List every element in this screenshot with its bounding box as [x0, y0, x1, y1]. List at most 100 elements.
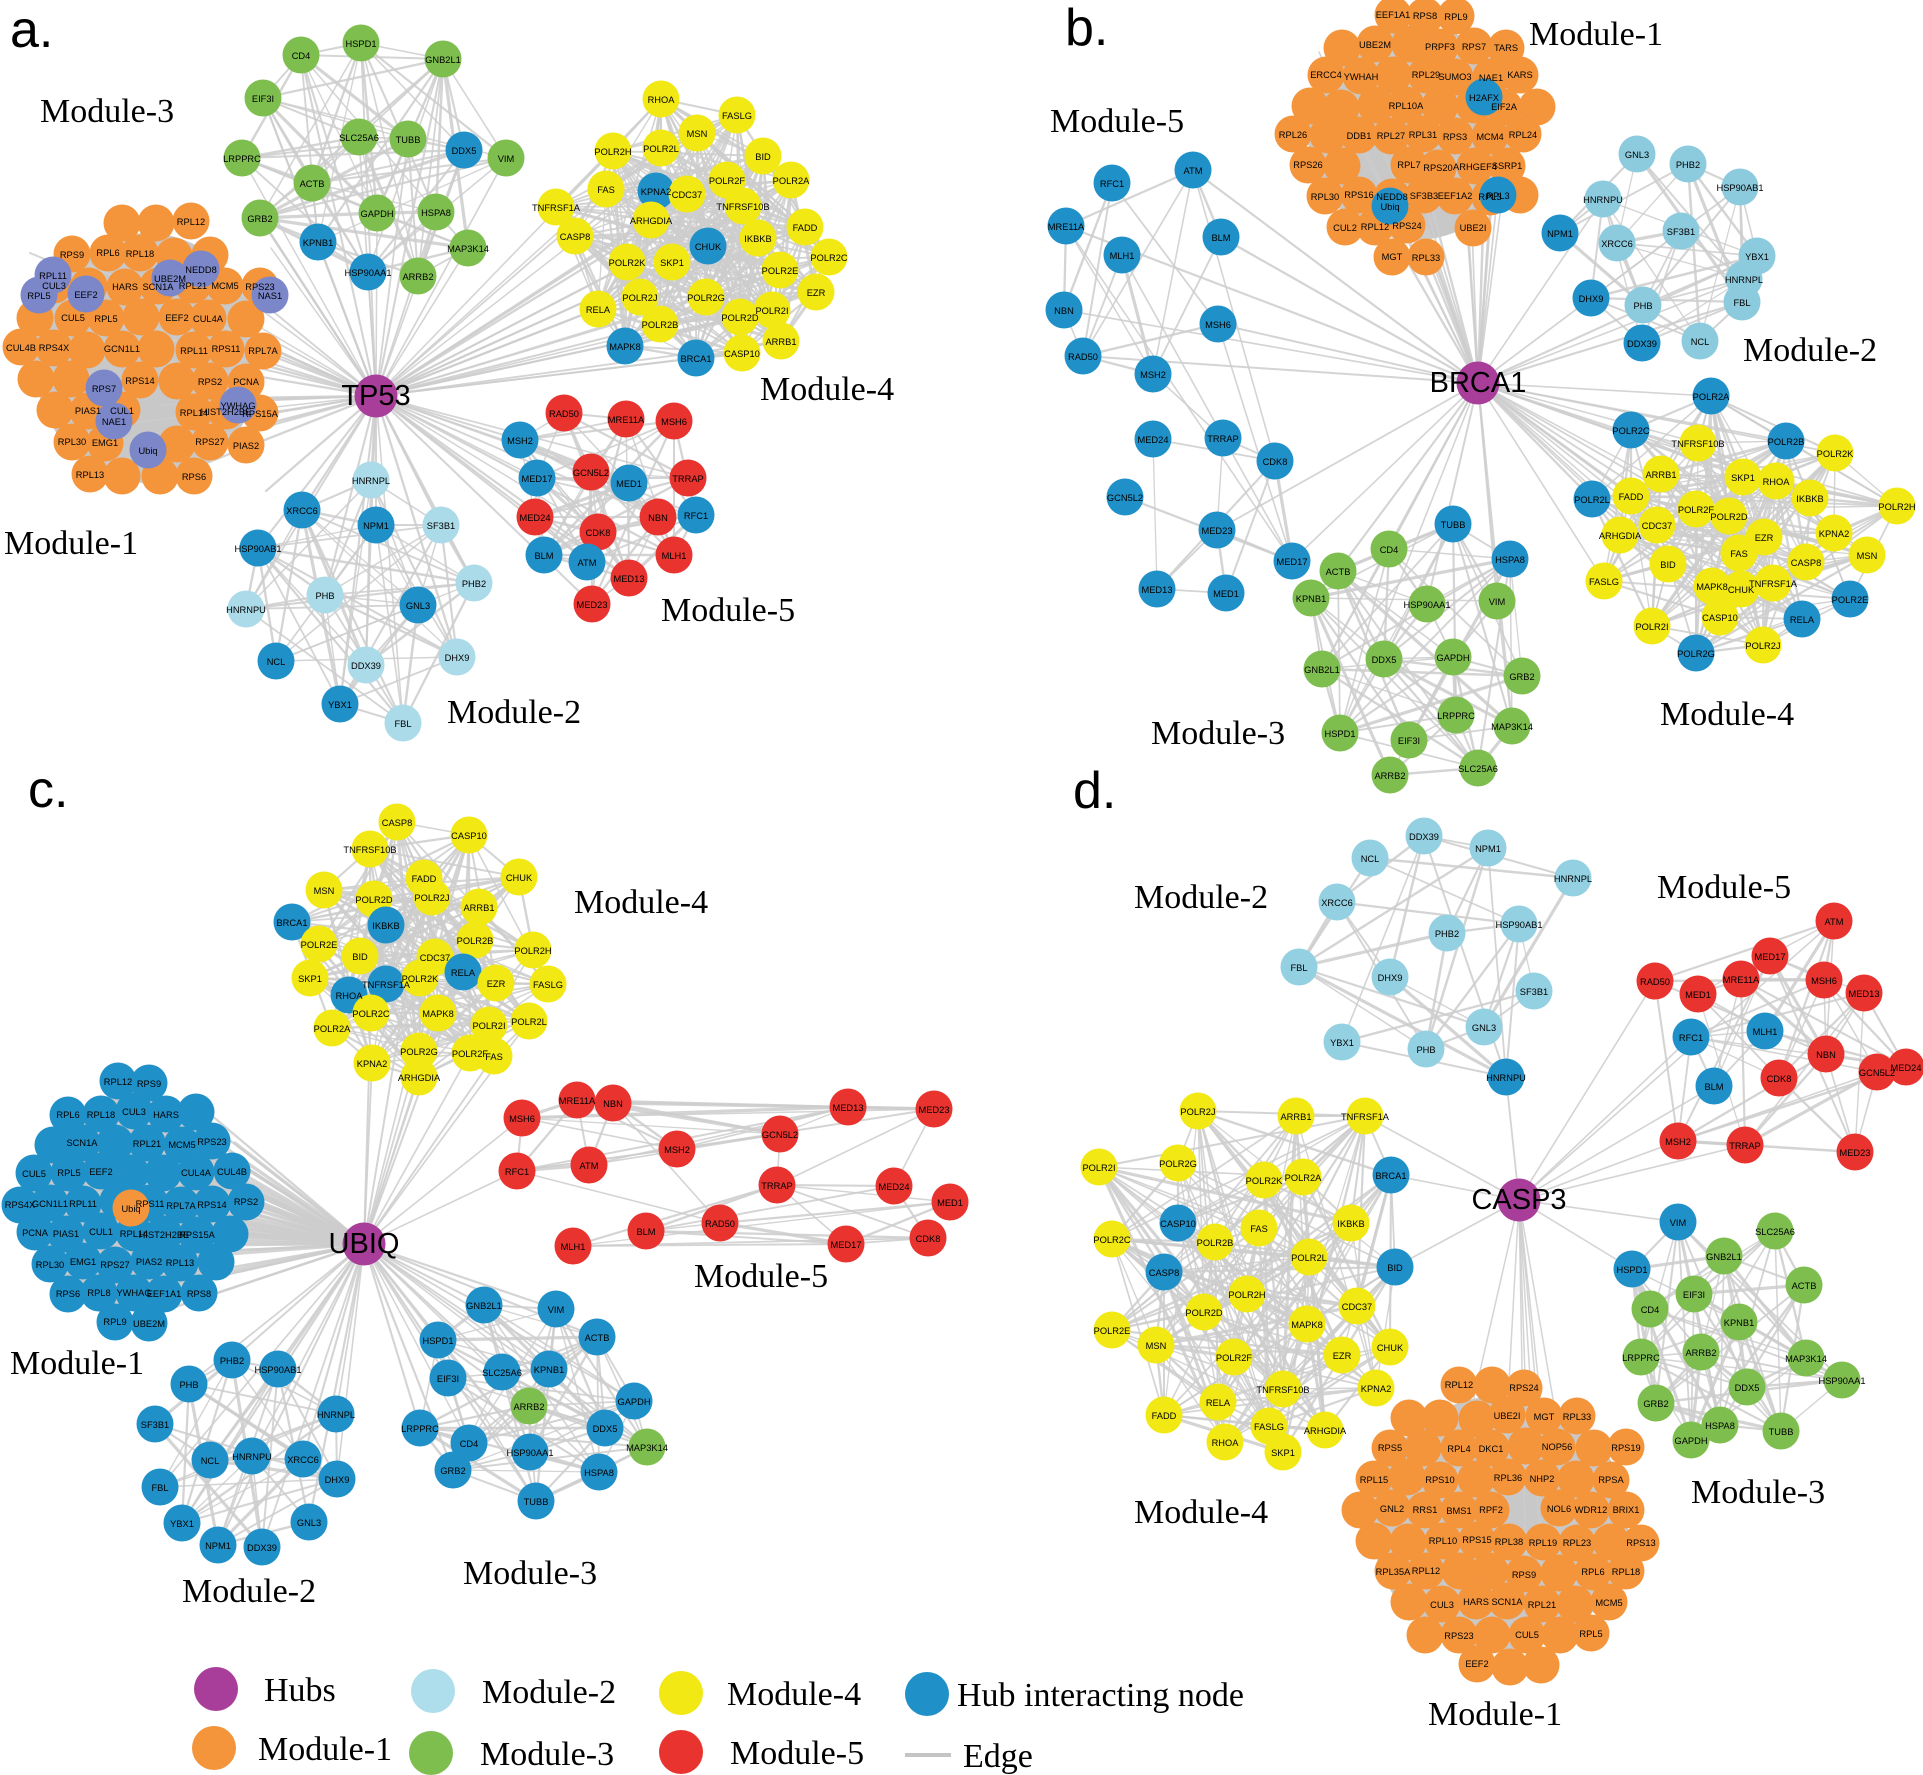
- svg-text:GNL3: GNL3: [406, 601, 430, 611]
- svg-text:GRB2: GRB2: [247, 214, 272, 224]
- svg-text:PIAS2: PIAS2: [136, 1257, 162, 1267]
- svg-text:MRE11A: MRE11A: [559, 1096, 596, 1106]
- svg-text:MLH1: MLH1: [662, 551, 687, 561]
- svg-text:CASP10: CASP10: [1160, 1219, 1196, 1229]
- svg-text:FAS: FAS: [1730, 549, 1748, 559]
- svg-text:DDX5: DDX5: [1372, 655, 1397, 665]
- svg-text:TNFRSF1A: TNFRSF1A: [362, 980, 411, 990]
- svg-text:MLH1: MLH1: [1753, 1027, 1778, 1037]
- svg-text:Module-3: Module-3: [1691, 1474, 1825, 1511]
- svg-text:PCNA: PCNA: [22, 1228, 49, 1238]
- svg-text:RPS9: RPS9: [1512, 1570, 1536, 1580]
- svg-text:FBL: FBL: [151, 1483, 168, 1493]
- svg-text:FADD: FADD: [793, 223, 818, 233]
- svg-text:NCL: NCL: [267, 657, 286, 667]
- svg-text:POLR2D: POLR2D: [1185, 1308, 1222, 1318]
- svg-text:POLR2E: POLR2E: [1832, 595, 1869, 605]
- svg-text:MAP3K14: MAP3K14: [447, 244, 489, 254]
- svg-text:RPL26: RPL26: [1279, 130, 1307, 140]
- svg-text:TNFRSF1A: TNFRSF1A: [1341, 1112, 1390, 1122]
- svg-text:CASP10: CASP10: [1702, 613, 1738, 623]
- svg-text:Module-4: Module-4: [760, 371, 894, 408]
- svg-text:SLC25A6: SLC25A6: [1458, 764, 1498, 774]
- svg-text:SKP1: SKP1: [1731, 473, 1755, 483]
- svg-text:POLR2C: POLR2C: [1093, 1235, 1130, 1245]
- svg-text:SLC25A6: SLC25A6: [1755, 1227, 1795, 1237]
- svg-text:EZR: EZR: [807, 288, 826, 298]
- svg-text:CDC37: CDC37: [672, 190, 702, 200]
- svg-text:YWHAG: YWHAG: [116, 1288, 151, 1298]
- svg-text:VIM: VIM: [1670, 1218, 1687, 1228]
- svg-text:FADD: FADD: [1619, 492, 1644, 502]
- svg-text:MCM5: MCM5: [168, 1140, 195, 1150]
- svg-text:MGT: MGT: [1534, 1412, 1555, 1422]
- svg-text:RRS1: RRS1: [1413, 1505, 1438, 1515]
- svg-text:GAPDH: GAPDH: [360, 209, 393, 219]
- svg-text:RPS2: RPS2: [198, 377, 222, 387]
- svg-text:GRB2: GRB2: [440, 1466, 465, 1476]
- svg-text:RPS4X: RPS4X: [5, 1200, 36, 1210]
- svg-text:MAPK8: MAPK8: [1291, 1320, 1323, 1330]
- svg-text:RPL13: RPL13: [76, 470, 104, 480]
- svg-text:RPL3: RPL3: [1478, 192, 1501, 202]
- svg-text:NBN: NBN: [648, 513, 668, 523]
- svg-text:RPS9: RPS9: [137, 1079, 161, 1089]
- svg-text:RPS13: RPS13: [1626, 1538, 1655, 1548]
- svg-text:CHUK: CHUK: [1377, 1343, 1404, 1353]
- svg-text:POLR2E: POLR2E: [762, 266, 799, 276]
- svg-text:SF3B1: SF3B1: [1520, 987, 1548, 997]
- svg-text:RPL12: RPL12: [104, 1077, 132, 1087]
- svg-text:NOL6: NOL6: [1547, 1504, 1571, 1514]
- svg-text:RPL21: RPL21: [179, 281, 207, 291]
- svg-text:Hubs: Hubs: [264, 1672, 336, 1709]
- svg-text:Module-3: Module-3: [463, 1555, 597, 1592]
- svg-text:POLR2L: POLR2L: [511, 1017, 547, 1027]
- svg-text:MED24: MED24: [1890, 1063, 1921, 1073]
- svg-text:POLR2F: POLR2F: [1678, 505, 1714, 515]
- svg-text:POLR2K: POLR2K: [609, 258, 646, 268]
- svg-text:POLR2I: POLR2I: [755, 306, 788, 316]
- svg-text:RPL12: RPL12: [1412, 1566, 1440, 1576]
- svg-text:ACTB: ACTB: [1326, 567, 1351, 577]
- svg-text:RPL14: RPL14: [180, 408, 208, 418]
- svg-text:MLH1: MLH1: [561, 1242, 586, 1252]
- svg-text:KPNB1: KPNB1: [1724, 1318, 1755, 1328]
- svg-text:NAE1: NAE1: [1479, 73, 1503, 83]
- svg-text:GCN1L1: GCN1L1: [32, 1199, 68, 1209]
- svg-text:YBX1: YBX1: [1330, 1038, 1354, 1048]
- svg-text:RPL18: RPL18: [87, 1110, 115, 1120]
- svg-text:HNRNPU: HNRNPU: [1486, 1073, 1526, 1083]
- svg-text:HNRNPU: HNRNPU: [1583, 195, 1623, 205]
- svg-text:Module-5: Module-5: [1657, 869, 1791, 906]
- svg-text:POLR2L: POLR2L: [1291, 1253, 1327, 1263]
- svg-text:SCN1A: SCN1A: [66, 1138, 98, 1148]
- svg-text:CASP10: CASP10: [724, 349, 760, 359]
- svg-text:RPL7A: RPL7A: [248, 346, 278, 356]
- svg-text:RPL5: RPL5: [27, 291, 50, 301]
- svg-text:GNB2L1: GNB2L1: [466, 1301, 502, 1311]
- svg-text:EIF3I: EIF3I: [1683, 1290, 1705, 1300]
- svg-text:RPL12: RPL12: [1361, 222, 1389, 232]
- svg-text:d.: d.: [1073, 762, 1116, 820]
- svg-text:Module-4: Module-4: [574, 884, 708, 921]
- svg-text:RPL18: RPL18: [126, 249, 154, 259]
- svg-text:PHB2: PHB2: [1676, 160, 1700, 170]
- svg-text:CASP3: CASP3: [1471, 1184, 1566, 1216]
- svg-text:Module-1: Module-1: [4, 525, 138, 562]
- svg-text:SKP1: SKP1: [1271, 1448, 1295, 1458]
- svg-text:POLR2K: POLR2K: [1246, 1176, 1283, 1186]
- svg-text:ATM: ATM: [1825, 917, 1844, 927]
- svg-text:POLR2B: POLR2B: [1768, 437, 1805, 447]
- svg-text:CHUK: CHUK: [1728, 585, 1755, 595]
- svg-text:RPS27: RPS27: [195, 437, 224, 447]
- svg-text:HSPD1: HSPD1: [1616, 1265, 1647, 1275]
- svg-text:MAP3K14: MAP3K14: [1491, 722, 1533, 732]
- svg-text:Edge: Edge: [963, 1738, 1033, 1775]
- svg-text:GRB2: GRB2: [1643, 1399, 1668, 1409]
- svg-text:MSN: MSN: [1857, 551, 1878, 561]
- svg-text:SLC25A6: SLC25A6: [339, 133, 379, 143]
- svg-text:ATM: ATM: [1184, 166, 1203, 176]
- svg-text:NBN: NBN: [1054, 306, 1074, 316]
- svg-text:MED17: MED17: [521, 474, 552, 484]
- svg-text:HNRNPU: HNRNPU: [232, 1452, 272, 1462]
